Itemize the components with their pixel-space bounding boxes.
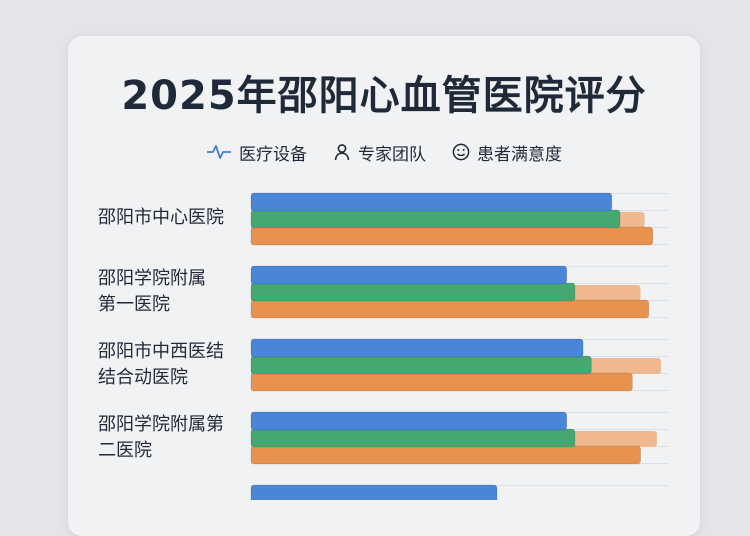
pulse-icon — [207, 145, 231, 159]
legend-item-experts: 专家团队 — [333, 140, 426, 165]
bar-satisfaction — [250, 299, 650, 319]
bar-equipment — [250, 265, 568, 285]
bar-chart — [250, 192, 668, 500]
category-label-line: 邵阳市中心医院 — [98, 207, 224, 228]
category-label: 邵阳学院附属 第一医院 — [98, 266, 248, 318]
category-label-line: 二医院 — [98, 440, 152, 461]
bar-satisfaction — [250, 372, 633, 392]
category-label-line: 邵阳学院附属 — [98, 268, 206, 289]
category-label-line: 第一医院 — [98, 294, 170, 315]
legend-label-experts: 专家团队 — [358, 144, 426, 165]
bar-experts — [250, 428, 576, 448]
bar-equipment — [250, 411, 568, 431]
category-label-line: 结合动医院 — [98, 367, 188, 388]
bar-satisfaction — [250, 226, 654, 246]
bar-experts — [250, 282, 576, 302]
legend: 医疗设备 专家团队 患者满意度 — [68, 138, 700, 166]
bar-equipment — [250, 192, 613, 212]
category-label-line: 邵阳学院附属第 — [98, 414, 224, 435]
legend-label-equipment: 医疗设备 — [239, 144, 307, 165]
bar-satisfaction — [250, 445, 641, 465]
person-icon — [334, 144, 350, 161]
bar-experts — [250, 209, 621, 229]
legend-label-satisfaction: 患者满意度 — [477, 144, 562, 165]
category-label: 邵阳学院附属第 二医院 — [98, 412, 248, 464]
legend-item-equipment: 医疗设备 — [206, 140, 307, 165]
category-label: 邵阳市中西医结 结合动医院 — [98, 339, 248, 391]
bar-equipment — [250, 338, 584, 358]
smile-icon — [452, 143, 470, 161]
legend-item-satisfaction: 患者满意度 — [452, 140, 562, 165]
bar-equipment — [250, 484, 498, 500]
bar-experts — [250, 355, 592, 375]
category-label-line: 邵阳市中西医结 — [98, 341, 224, 362]
category-label: 邵阳市中心医院 — [98, 205, 248, 231]
chart-title: 2025年邵阳心血管医院评分 — [121, 73, 647, 119]
